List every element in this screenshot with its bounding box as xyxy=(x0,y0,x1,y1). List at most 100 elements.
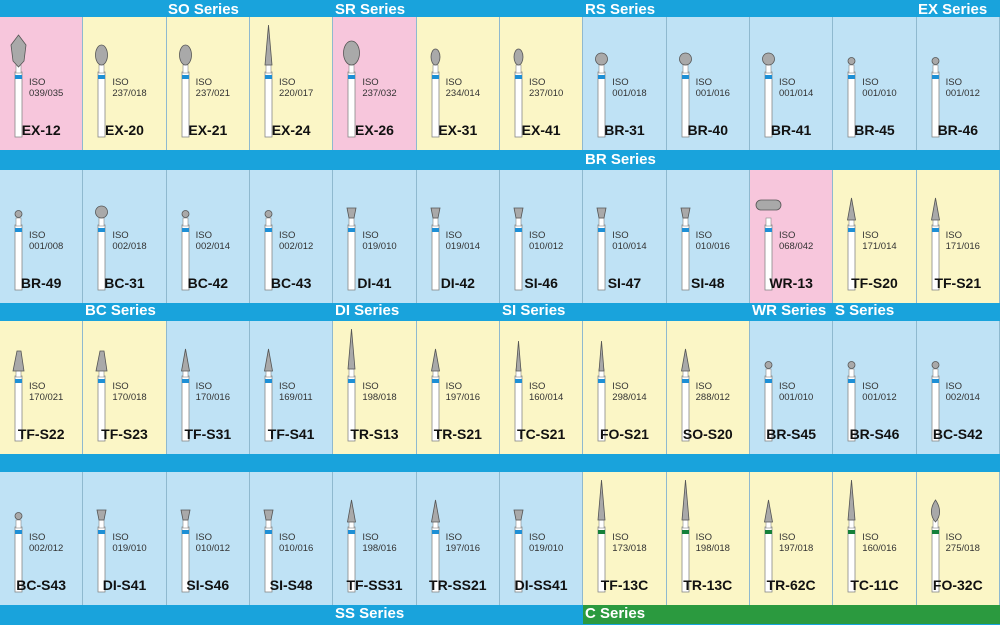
product-cell[interactable]: ISO 169/011 TF-S41 xyxy=(249,321,334,454)
product-cell[interactable]: ISO 001/016 BR-40 xyxy=(666,17,750,150)
product-cell[interactable]: ISO 198/016 TF-SS31 xyxy=(333,472,417,605)
product-cell[interactable]: ISO 275/018 FO-32C xyxy=(916,472,1000,605)
product-cell[interactable]: ISO 039/035 EX-12 xyxy=(0,17,84,150)
product-cell[interactable]: ISO 010/012 SI-46 xyxy=(499,170,584,303)
product-cell[interactable]: ISO 068/042 WR-13 xyxy=(749,170,834,303)
iso-label: ISO xyxy=(195,532,213,543)
product-cell[interactable]: ISO 234/014 EX-31 xyxy=(416,17,500,150)
product-cell[interactable]: ISO 170/021 TF-S22 xyxy=(0,321,84,454)
iso-number: 237/010 xyxy=(528,88,564,99)
product-cell[interactable]: ISO 298/014 FO-S21 xyxy=(583,321,667,454)
iso-label: ISO xyxy=(445,532,463,543)
bur-icon xyxy=(419,472,449,605)
product-cell[interactable]: ISO 010/016 SI-S48 xyxy=(249,472,334,605)
bur-icon xyxy=(835,472,865,605)
bur-icon xyxy=(85,321,115,454)
product-code: TF-13C xyxy=(600,577,649,593)
product-cell[interactable]: ISO 019/010 DI-S41 xyxy=(83,472,167,605)
product-cell[interactable]: ISO 001/010 BR-S45 xyxy=(749,321,834,454)
product-cell[interactable]: ISO 288/012 SO-S20 xyxy=(666,321,750,454)
product-cell[interactable]: ISO 002/018 BC-31 xyxy=(83,170,167,303)
catalog-row: ISO 170/021 TF-S22 ISO 170/018 TF-S23 ISO 170… xyxy=(0,321,1000,454)
product-cell[interactable]: ISO 237/032 EX-26 xyxy=(333,17,417,150)
iso-label: ISO xyxy=(112,77,129,88)
bur-icon xyxy=(252,472,282,605)
product-code: EX-20 xyxy=(105,122,144,138)
product-code: EX-26 xyxy=(355,122,394,138)
product-cell[interactable]: ISO 220/017 EX-24 xyxy=(249,17,334,150)
product-code: DI-42 xyxy=(440,275,475,291)
product-cell[interactable]: ISO 237/010 EX-41 xyxy=(499,17,584,150)
iso-spec: ISO 019/010 xyxy=(112,532,146,554)
iso-number: 010/012 xyxy=(528,241,564,252)
iso-label: ISO xyxy=(29,381,46,392)
product-cell[interactable]: ISO 001/008 BR-49 xyxy=(0,170,84,303)
iso-label: ISO xyxy=(695,381,712,392)
iso-spec: ISO 275/018 xyxy=(946,532,980,554)
iso-spec: ISO 169/011 xyxy=(279,381,313,403)
iso-label: ISO xyxy=(778,381,796,392)
iso-number: 288/012 xyxy=(695,392,730,403)
product-cell[interactable]: ISO 001/012 BR-46 xyxy=(916,17,1000,150)
product-cell[interactable]: ISO 197/016 TR-SS21 xyxy=(416,472,500,605)
product-code: FO-S21 xyxy=(599,426,649,442)
product-code: TF-S20 xyxy=(851,275,898,291)
product-cell[interactable]: ISO 002/014 BC-S42 xyxy=(916,321,1000,454)
product-cell[interactable]: ISO 019/010 DI-SS41 xyxy=(499,472,584,605)
bur-icon xyxy=(169,170,199,303)
product-cell[interactable]: ISO 002/014 BC-42 xyxy=(166,170,250,303)
product-cell[interactable]: ISO 171/016 TF-S21 xyxy=(916,170,1000,303)
iso-label: ISO xyxy=(862,532,879,543)
iso-label: ISO xyxy=(195,381,213,392)
product-cell[interactable]: ISO 010/014 SI-47 xyxy=(583,170,667,303)
product-cell[interactable]: ISO 160/014 TC-S21 xyxy=(499,321,584,454)
product-cell[interactable]: ISO 237/021 EX-21 xyxy=(166,17,250,150)
product-code: TR-S13 xyxy=(350,426,399,442)
product-code: TF-S21 xyxy=(934,275,982,291)
iso-spec: ISO 234/014 xyxy=(446,77,480,99)
bur-icon xyxy=(169,17,199,150)
product-code: BR-40 xyxy=(687,122,729,138)
product-cell[interactable]: ISO 197/016 TR-S21 xyxy=(416,321,500,454)
series-label: S Series xyxy=(835,302,895,319)
iso-spec: ISO 198/018 xyxy=(362,381,396,403)
product-code: BR-31 xyxy=(604,122,645,138)
product-cell[interactable]: ISO 010/012 SI-S46 xyxy=(166,472,250,605)
product-cell[interactable]: ISO 010/016 SI-48 xyxy=(666,170,750,303)
product-cell[interactable]: ISO 160/016 TC-11C xyxy=(833,472,917,605)
product-cell[interactable]: ISO 198/018 TR-S13 xyxy=(333,321,417,454)
series-label: C Series xyxy=(583,604,1000,624)
iso-number: 171/016 xyxy=(945,241,980,252)
iso-label: ISO xyxy=(445,381,463,392)
series-label: DI Series xyxy=(335,302,400,319)
product-cell[interactable]: ISO 171/014 TF-S20 xyxy=(833,170,917,303)
iso-label: ISO xyxy=(112,230,129,241)
product-cell[interactable]: ISO 002/012 BC-43 xyxy=(249,170,334,303)
product-cell[interactable]: ISO 198/018 TR-13C xyxy=(666,472,750,605)
product-cell[interactable]: ISO 170/018 TF-S23 xyxy=(83,321,167,454)
iso-number: 169/011 xyxy=(278,392,313,403)
product-cell[interactable]: ISO 001/010 BR-45 xyxy=(833,17,917,150)
product-code: BR-49 xyxy=(20,275,62,291)
product-cell[interactable]: ISO 170/016 TF-S31 xyxy=(166,321,250,454)
product-code: SO-S20 xyxy=(682,426,733,442)
product-cell[interactable]: ISO 001/018 BR-31 xyxy=(583,17,667,150)
iso-spec: ISO 288/012 xyxy=(696,381,730,403)
product-cell[interactable]: ISO 019/010 DI-41 xyxy=(333,170,417,303)
bur-icon xyxy=(585,321,615,454)
product-cell[interactable]: ISO 001/012 BR-S46 xyxy=(833,321,917,454)
product-cell[interactable]: ISO 019/014 DI-42 xyxy=(416,170,500,303)
product-cell[interactable]: ISO 001/014 BR-41 xyxy=(749,17,834,150)
product-cell[interactable]: ISO 173/018 TF-13C xyxy=(583,472,667,605)
bur-icon xyxy=(835,170,865,303)
iso-number: 001/012 xyxy=(945,88,980,99)
product-code: TC-11C xyxy=(850,577,899,593)
iso-spec: ISO 198/016 xyxy=(362,532,396,554)
product-cell[interactable]: ISO 237/018 EX-20 xyxy=(83,17,167,150)
iso-number: 220/017 xyxy=(278,88,314,99)
series-label: SR Series xyxy=(335,1,406,18)
iso-label: ISO xyxy=(278,230,296,241)
product-cell[interactable]: ISO 002/012 BC-S43 xyxy=(0,472,84,605)
iso-label: ISO xyxy=(29,532,46,543)
product-cell[interactable]: ISO 197/018 TR-62C xyxy=(749,472,834,605)
